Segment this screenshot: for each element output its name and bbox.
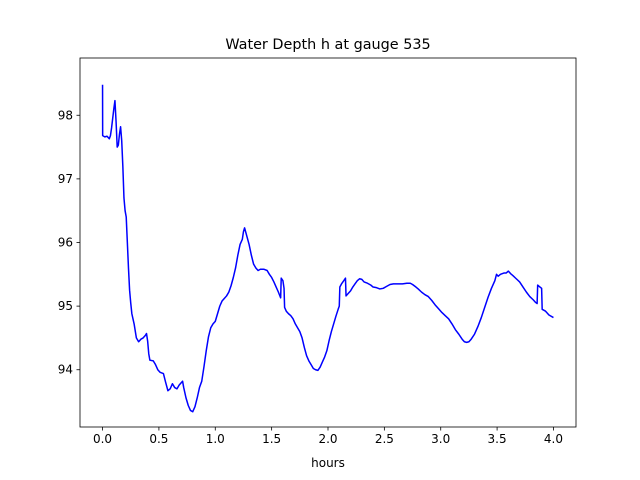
y-tick-label: 95: [58, 299, 73, 313]
y-tick-label: 96: [58, 236, 73, 250]
y-tick-label: 94: [58, 363, 73, 377]
x-tick-label: 3.5: [488, 432, 507, 446]
chart-title: Water Depth h at gauge 535: [225, 37, 430, 53]
y-tick-label: 98: [58, 108, 73, 122]
x-tick-label: 2.5: [375, 432, 394, 446]
series-line-1: [101, 84, 554, 413]
x-tick-label: 0.5: [149, 432, 168, 446]
x-tick-label: 2.0: [318, 432, 337, 446]
x-tick-label: 4.0: [544, 432, 563, 446]
y-tick-label: 97: [58, 172, 73, 186]
x-axis-label: hours: [311, 456, 345, 470]
x-tick-label: 1.0: [206, 432, 225, 446]
x-tick-label: 0.0: [93, 432, 112, 446]
y-axis: 94 95 96 97 98: [58, 108, 80, 377]
x-tick-label: 1.5: [262, 432, 281, 446]
x-tick-label: 3.0: [431, 432, 450, 446]
x-axis: 0.0 0.5 1.0 1.5 2.0 2.5 3.0 3.5 4.0: [93, 427, 563, 446]
